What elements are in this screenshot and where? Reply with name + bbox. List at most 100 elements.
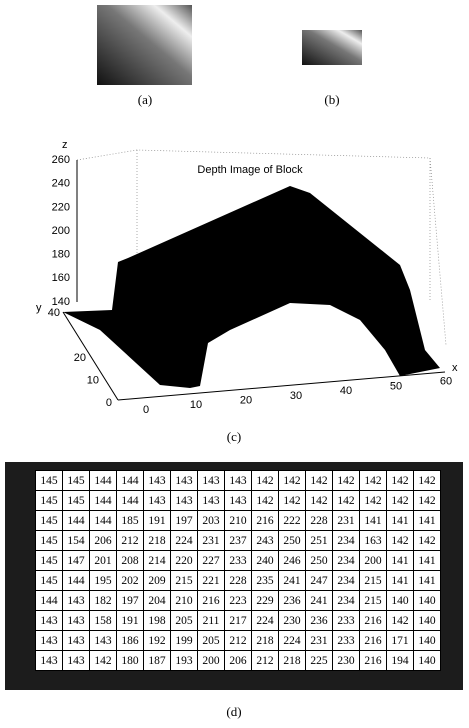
table-cell: 200 [198,651,225,671]
table-cell: 216 [360,611,387,631]
z-tick-label: 220 [52,201,70,213]
table-cell: 233 [225,551,252,571]
z-label: z [62,139,68,151]
table-cell: 142 [252,491,279,511]
table-cell: 193 [171,651,198,671]
table-cell: 185 [117,511,144,531]
table-cell: 199 [171,631,198,651]
table-cell: 145 [36,551,63,571]
x-label: x [452,362,458,374]
table-cell: 223 [225,591,252,611]
table-cell: 220 [171,551,198,571]
table-cell: 141 [387,511,414,531]
table-cell: 250 [306,551,333,571]
table-cell: 141 [414,551,441,571]
table-cell: 143 [225,491,252,511]
table-cell: 218 [279,651,306,671]
table-cell: 205 [171,611,198,631]
table-cell: 206 [90,531,117,551]
table-cell: 154 [63,531,90,551]
table-cell: 228 [306,511,333,531]
x-tick-label: 0 [143,404,149,416]
table-cell: 145 [36,571,63,591]
table-cell: 144 [90,491,117,511]
table-cell: 191 [144,511,171,531]
table-cell: 224 [252,611,279,631]
table-cell: 243 [252,531,279,551]
table-cell: 140 [414,651,441,671]
table-cell: 210 [225,511,252,531]
table-cell: 145 [36,531,63,551]
z-tick-label: 180 [52,249,70,261]
table-cell: 163 [360,531,387,551]
table-cell: 224 [279,631,306,651]
table-cell: 230 [279,611,306,631]
table-cell: 142 [90,651,117,671]
table-cell: 141 [360,511,387,531]
table-cell: 143 [90,631,117,651]
x-tick-label: 60 [440,376,452,388]
plot-box [63,150,446,400]
x-tick-label: 30 [290,390,302,402]
table-cell: 230 [333,651,360,671]
depth-table: 1451451441441431431431431421421421421421… [35,470,441,671]
table-cell: 140 [414,631,441,651]
table-cell: 241 [279,571,306,591]
table-cell: 222 [279,511,306,531]
table-cell: 197 [171,511,198,531]
table-row: 1431431431861921992052122182242312332161… [36,631,441,651]
table-cell: 141 [387,571,414,591]
table-cell: 143 [36,631,63,651]
table-cell: 141 [414,511,441,531]
table-cell: 145 [63,491,90,511]
table-cell: 209 [144,571,171,591]
z-tick-label: 160 [52,272,70,284]
image-a [97,5,192,85]
table-cell: 142 [360,471,387,491]
table-cell: 236 [279,591,306,611]
table-cell: 231 [333,511,360,531]
table-cell: 191 [117,611,144,631]
table-cell: 145 [36,511,63,531]
table-cell: 144 [36,591,63,611]
table-cell: 216 [198,591,225,611]
table-cell: 211 [198,611,225,631]
table-cell: 227 [198,551,225,571]
table-cell: 144 [63,571,90,591]
table-row: 1451441441851911972032102162222282311411… [36,511,441,531]
table-cell: 144 [117,491,144,511]
table-cell: 215 [360,571,387,591]
y-tick-label: 10 [87,374,99,386]
caption-d: (d) [226,704,241,719]
image-b [302,30,362,65]
table-cell: 142 [279,471,306,491]
table-cell: 142 [387,531,414,551]
table-cell: 206 [225,651,252,671]
table-cell: 142 [333,491,360,511]
table-cell: 192 [144,631,171,651]
table-cell: 216 [252,511,279,531]
table-cell: 215 [171,571,198,591]
plot-title: Depth Image of Block [197,164,303,176]
table-cell: 212 [252,651,279,671]
table-cell: 142 [414,531,441,551]
table-cell: 143 [198,491,225,511]
table-cell: 214 [144,551,171,571]
table-cell: 251 [306,531,333,551]
table-cell: 144 [117,471,144,491]
table-cell: 231 [306,631,333,651]
caption-b: (b) [324,92,339,107]
table-cell: 229 [252,591,279,611]
table-cell: 216 [360,651,387,671]
table-cell: 143 [36,611,63,631]
table-cell: 145 [36,491,63,511]
table-cell: 198 [144,611,171,631]
table-cell: 140 [414,591,441,611]
caption-a: (a) [138,92,152,107]
table-cell: 142 [279,491,306,511]
table-cell: 186 [117,631,144,651]
table-cell: 142 [306,491,333,511]
